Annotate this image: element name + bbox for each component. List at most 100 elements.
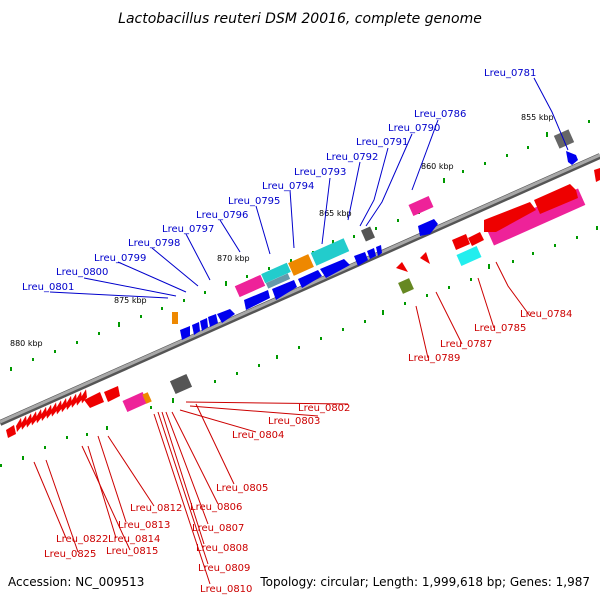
- label-lreu-0793[interactable]: Lreu_0793: [294, 167, 346, 178]
- label-lreu-0802[interactable]: Lreu_0802: [298, 403, 350, 414]
- reverse-labels: Lreu_0784 Lreu_0785 Lreu_0787 Lreu_0789 …: [44, 309, 572, 595]
- gene-reverse-small[interactable]: [51, 402, 57, 417]
- gene-forward[interactable]: [272, 280, 297, 300]
- label-lreu-0786[interactable]: Lreu_0786: [414, 109, 466, 120]
- gene-reverse[interactable]: [84, 392, 104, 408]
- label-lreu-0789[interactable]: Lreu_0789: [408, 353, 460, 364]
- gene-reverse-small[interactable]: [26, 413, 32, 428]
- gene-forward[interactable]: [354, 252, 368, 266]
- topology-text: Topology: circular; Length: 1,999,618 bp…: [259, 575, 590, 589]
- label-lreu-0794[interactable]: Lreu_0794: [262, 181, 314, 192]
- label-lreu-0807[interactable]: Lreu_0807: [192, 523, 244, 534]
- gene-forward[interactable]: [244, 290, 270, 310]
- gene-reverse-small[interactable]: [81, 389, 87, 404]
- label-lreu-0792[interactable]: Lreu_0792: [326, 152, 378, 163]
- label-lreu-0781[interactable]: Lreu_0781: [484, 68, 536, 79]
- feature-gray-blue[interactable]: [265, 273, 291, 289]
- forward-genes: [180, 151, 578, 340]
- gene-reverse[interactable]: [6, 425, 16, 438]
- gene-reverse[interactable]: [452, 234, 470, 250]
- gene-forward[interactable]: [376, 245, 382, 256]
- label-lreu-0800[interactable]: Lreu_0800: [56, 267, 108, 278]
- small-reverse-genes: [16, 389, 87, 432]
- gene-reverse-small[interactable]: [16, 417, 22, 432]
- feature-cyan[interactable]: [310, 238, 350, 266]
- gene-forward[interactable]: [200, 318, 208, 331]
- gene-reverse-small[interactable]: [31, 411, 37, 426]
- gene-reverse-small[interactable]: [71, 393, 77, 408]
- label-lreu-0790[interactable]: Lreu_0790: [388, 123, 440, 134]
- gene-forward[interactable]: [192, 322, 200, 335]
- feature-gray[interactable]: [360, 226, 376, 242]
- gene-reverse[interactable]: [104, 386, 120, 402]
- label-lreu-0801[interactable]: Lreu_0801: [22, 282, 74, 293]
- feature-cyan[interactable]: [456, 246, 482, 266]
- label-lreu-0791[interactable]: Lreu_0791: [356, 137, 408, 148]
- gene-reverse-small[interactable]: [36, 409, 42, 424]
- map-title: Lactobacillus reuteri DSM 20016, complet…: [118, 11, 482, 27]
- label-lreu-0787[interactable]: Lreu_0787: [440, 339, 492, 350]
- label-lreu-0798[interactable]: Lreu_0798: [128, 238, 180, 249]
- tick-labels: 855 kbp 860 kbp 865 kbp 870 kbp 875 kbp …: [10, 113, 554, 348]
- gene-forward[interactable]: [566, 151, 578, 165]
- label-lreu-0814[interactable]: Lreu_0814: [108, 534, 160, 545]
- label-lreu-0825[interactable]: Lreu_0825: [44, 549, 96, 560]
- label-lreu-0806[interactable]: Lreu_0806: [190, 502, 242, 513]
- gene-forward[interactable]: [367, 248, 376, 259]
- gene-reverse-small[interactable]: [76, 391, 82, 406]
- label-lreu-0785[interactable]: Lreu_0785: [474, 323, 526, 334]
- gene-forward[interactable]: [208, 314, 218, 327]
- gene-forward[interactable]: [298, 270, 322, 288]
- gene-reverse-small[interactable]: [46, 404, 52, 419]
- label-lreu-0797[interactable]: Lreu_0797: [162, 224, 214, 235]
- feature-gray[interactable]: [169, 373, 193, 395]
- gene-forward[interactable]: [217, 309, 235, 323]
- gene-forward[interactable]: [418, 219, 438, 236]
- label-lreu-0805[interactable]: Lreu_0805: [216, 483, 268, 494]
- reverse-leaders: [33, 261, 531, 585]
- label-lreu-0813[interactable]: Lreu_0813: [118, 520, 170, 531]
- label-lreu-0809[interactable]: Lreu_0809: [198, 563, 250, 574]
- feature-orange[interactable]: [142, 392, 152, 404]
- gene-reverse-small[interactable]: [56, 400, 62, 415]
- label-lreu-0796[interactable]: Lreu_0796: [196, 210, 248, 221]
- tick-marks-lower: [0, 226, 598, 467]
- feature-olive[interactable]: [398, 278, 414, 294]
- gene-reverse[interactable]: [534, 184, 578, 214]
- gene-reverse[interactable]: [420, 252, 430, 264]
- feature-cyan[interactable]: [261, 262, 291, 284]
- gene-reverse-small[interactable]: [61, 398, 67, 413]
- gene-reverse[interactable]: [396, 262, 408, 272]
- tick-870: 870 kbp: [217, 254, 250, 263]
- feature-magenta[interactable]: [408, 196, 434, 216]
- gene-reverse-small[interactable]: [66, 395, 72, 410]
- label-lreu-0799[interactable]: Lreu_0799: [94, 253, 146, 264]
- genome-backbone: [0, 153, 600, 426]
- label-lreu-0804[interactable]: Lreu_0804: [232, 430, 284, 441]
- label-lreu-0822[interactable]: Lreu_0822: [56, 534, 108, 545]
- gene-forward[interactable]: [180, 326, 190, 340]
- gene-reverse-small[interactable]: [21, 415, 27, 430]
- gene-reverse[interactable]: [484, 202, 536, 232]
- label-lreu-0815[interactable]: Lreu_0815: [106, 546, 158, 557]
- label-lreu-0784[interactable]: Lreu_0784: [520, 309, 572, 320]
- tick-875: 875 kbp: [114, 296, 147, 305]
- feature-magenta[interactable]: [234, 274, 266, 298]
- gene-reverse[interactable]: [468, 232, 484, 246]
- label-lreu-0795[interactable]: Lreu_0795: [228, 196, 280, 207]
- gene-reverse-small[interactable]: [41, 406, 47, 421]
- label-lreu-0808[interactable]: Lreu_0808: [196, 543, 248, 554]
- gene-reverse[interactable]: [594, 168, 600, 182]
- feature-orange[interactable]: [172, 312, 178, 324]
- tick-860: 860 kbp: [421, 162, 454, 171]
- label-lreu-0812[interactable]: Lreu_0812: [130, 503, 182, 514]
- label-lreu-0803[interactable]: Lreu_0803: [268, 416, 320, 427]
- label-lreu-0810[interactable]: Lreu_0810: [200, 584, 252, 595]
- feature-magenta[interactable]: [122, 392, 148, 412]
- feature-orange[interactable]: [288, 254, 314, 276]
- feature-gray[interactable]: [553, 129, 575, 149]
- tick-880: 880 kbp: [10, 339, 43, 348]
- gene-forward[interactable]: [320, 259, 350, 278]
